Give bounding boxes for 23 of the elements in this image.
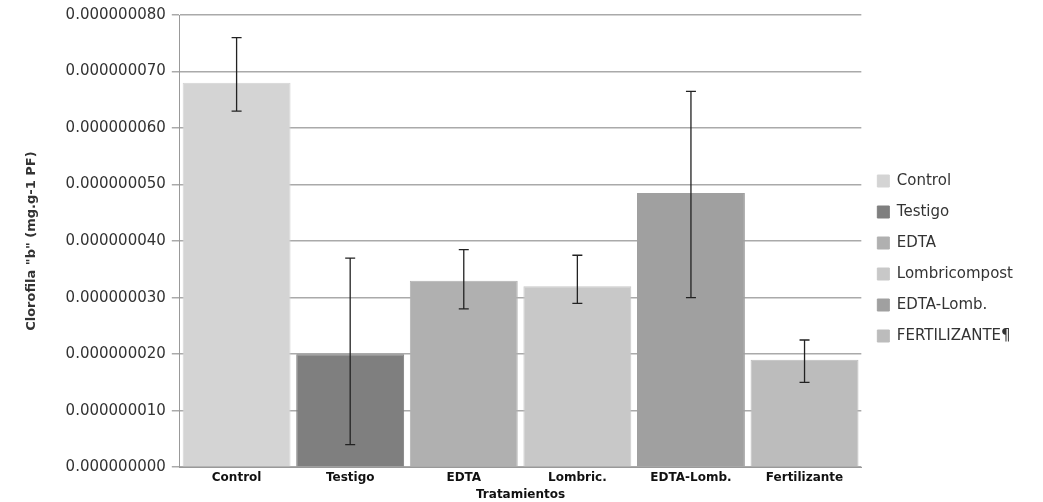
- y-axis-title: Clorofila "b" (mg.g-1 PF): [23, 151, 39, 331]
- x-tick-label: EDTA-Lomb.: [650, 469, 732, 484]
- y-tick-label: 0.000000080: [65, 4, 166, 23]
- y-tick-label: 0.000000040: [65, 230, 166, 249]
- y-tick-label: 0.000000010: [65, 400, 166, 419]
- x-tick-label: Control: [211, 469, 262, 484]
- legend-label: Testigo: [895, 201, 950, 220]
- x-tick-label: Fertilizante: [765, 469, 844, 484]
- legend-label: Lombricompost: [896, 263, 1014, 282]
- x-tick-label: Testigo: [325, 469, 375, 484]
- x-tick-label: Lombric.: [548, 469, 607, 484]
- legend-label: EDTA-Lomb.: [896, 294, 988, 313]
- legend-label: FERTILIZANTE¶: [896, 325, 1011, 344]
- y-tick-label: 0.000000060: [65, 117, 166, 136]
- x-axis-title: Tratamientos: [476, 486, 566, 501]
- legend-label: EDTA: [896, 232, 937, 251]
- y-tick-label: 0.000000050: [65, 174, 166, 193]
- y-tick-label: 0.000000000: [65, 457, 166, 476]
- x-tick-label: EDTA: [446, 469, 482, 484]
- y-tick-label: 0.000000030: [65, 287, 166, 306]
- legend-label: Control: [896, 170, 952, 189]
- y-tick-label: 0.000000020: [65, 344, 166, 363]
- y-tick-label: 0.000000070: [65, 61, 166, 80]
